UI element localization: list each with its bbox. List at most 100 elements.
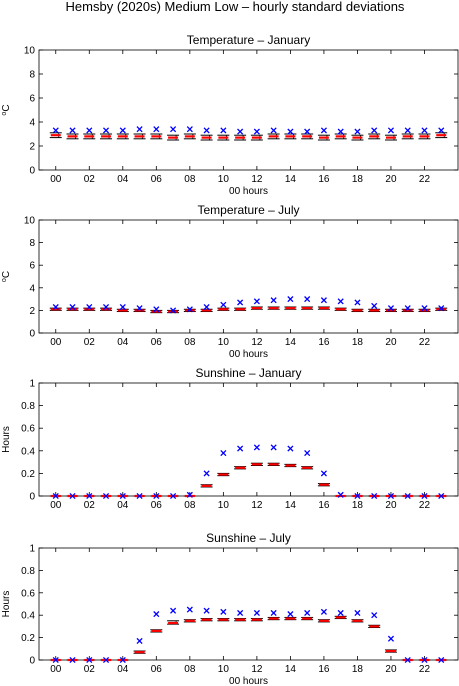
x-tick-label: 08 bbox=[184, 174, 196, 185]
x-tick-label: 02 bbox=[84, 500, 96, 511]
x-tick-label: 06 bbox=[151, 500, 163, 511]
x-marker bbox=[337, 609, 344, 617]
x-marker bbox=[387, 635, 395, 642]
x-marker bbox=[371, 492, 378, 500]
x-marker bbox=[203, 127, 210, 134]
x-tick-label: 10 bbox=[218, 500, 230, 511]
x-marker bbox=[253, 609, 260, 617]
x-marker bbox=[69, 127, 76, 134]
panel-sunshine-july: Sunshine – July 00 hours Hours 0 0.2 0.4 0.… bbox=[1, 531, 459, 686]
x-marker bbox=[119, 656, 126, 664]
x-marker bbox=[102, 656, 110, 664]
y-tick-label: 10 bbox=[24, 46, 36, 57]
x-marker bbox=[119, 492, 126, 500]
x-marker bbox=[186, 606, 193, 613]
panel-sunshine-january: Sunshine – January Hours 00.20.40.60.810… bbox=[1, 366, 459, 511]
y-tick-label: 2 bbox=[29, 306, 35, 317]
x-marker bbox=[337, 491, 344, 498]
x-marker bbox=[253, 128, 260, 135]
x-marker bbox=[52, 303, 59, 311]
x-tick-label: 06 bbox=[151, 174, 163, 185]
y-axis-label-base: C bbox=[1, 271, 12, 278]
x-axis-label: 00 hours bbox=[229, 186, 268, 197]
x-marker bbox=[320, 608, 327, 615]
x-tick-label: 12 bbox=[251, 664, 263, 675]
axes-frame bbox=[38, 382, 459, 497]
x-tick-label: 22 bbox=[419, 174, 431, 185]
x-marker bbox=[170, 126, 177, 133]
x-marker bbox=[421, 127, 428, 134]
x-marker bbox=[404, 656, 411, 664]
x-marker bbox=[186, 126, 193, 133]
x-marker bbox=[153, 306, 160, 313]
y-axis-label-base: C bbox=[1, 104, 12, 111]
x-tick-label: 14 bbox=[285, 337, 297, 348]
x-marker bbox=[203, 303, 210, 311]
y-axis-label-base: Hours bbox=[1, 426, 12, 453]
x-tick-label: 18 bbox=[352, 174, 364, 185]
x-marker bbox=[320, 297, 327, 304]
panel-title: Sunshine – July bbox=[206, 531, 291, 545]
figure-title: Hemsby (2020s) Medium Low – hourly stand… bbox=[66, 0, 405, 14]
y-tick-label: 0 bbox=[29, 492, 35, 503]
x-tick-label: 10 bbox=[218, 664, 230, 675]
y-axis-label: Hours bbox=[1, 426, 12, 453]
x-tick-label: 06 bbox=[151, 337, 163, 348]
x-axis-label: 00 hours bbox=[229, 676, 268, 686]
x-marker bbox=[387, 492, 395, 500]
x-marker bbox=[86, 492, 93, 500]
x-tick-label: 16 bbox=[318, 500, 330, 511]
x-marker bbox=[86, 127, 93, 134]
x-tick-label: 14 bbox=[285, 664, 297, 675]
axes-frame bbox=[38, 547, 459, 661]
y-tick-label: 8 bbox=[29, 70, 35, 81]
y-tick-label: 4 bbox=[29, 283, 35, 294]
x-tick-label: 16 bbox=[318, 664, 330, 675]
y-axis-label-sup: o bbox=[1, 278, 8, 282]
x-marker bbox=[170, 607, 177, 614]
x-marker bbox=[404, 305, 411, 312]
x-marker bbox=[354, 128, 361, 135]
y-tick-label: 0 bbox=[29, 656, 35, 667]
y-tick-label: 10 bbox=[24, 216, 36, 227]
x-tick-label: 08 bbox=[184, 664, 196, 675]
x-marker bbox=[304, 128, 311, 135]
x-marker bbox=[52, 127, 59, 134]
x-tick-label: 16 bbox=[318, 337, 330, 348]
x-marker bbox=[203, 607, 210, 614]
y-tick-label: 0.8 bbox=[21, 566, 35, 577]
x-marker bbox=[52, 656, 59, 664]
x-tick-label: 04 bbox=[117, 664, 129, 675]
x-marker bbox=[354, 492, 361, 500]
axes-frame bbox=[38, 219, 459, 334]
x-marker bbox=[153, 492, 160, 500]
panel-title: Temperature – January bbox=[187, 33, 310, 47]
x-marker bbox=[404, 127, 411, 134]
y-tick-label: 2 bbox=[29, 142, 35, 153]
x-tick-label: 18 bbox=[352, 500, 364, 511]
x-marker bbox=[253, 298, 260, 305]
x-marker bbox=[102, 492, 110, 500]
x-marker bbox=[304, 296, 311, 303]
x-marker bbox=[119, 303, 126, 311]
panel-title: Sunshine – January bbox=[195, 366, 301, 380]
y-tick-label: 0.2 bbox=[21, 469, 35, 480]
x-tick-label: 22 bbox=[419, 500, 431, 511]
y-tick-label: 1 bbox=[29, 379, 35, 390]
x-marker bbox=[371, 127, 378, 134]
x-tick-label: 18 bbox=[352, 664, 364, 675]
x-marker bbox=[287, 445, 294, 452]
x-tick-label: 20 bbox=[385, 664, 397, 675]
x-tick-label: 14 bbox=[285, 174, 297, 185]
x-tick-label: 22 bbox=[419, 337, 431, 348]
x-marker bbox=[421, 656, 428, 664]
y-axis-label: Hours bbox=[1, 591, 12, 618]
x-marker bbox=[320, 127, 327, 134]
axes-frame bbox=[38, 49, 459, 171]
x-marker bbox=[136, 637, 143, 645]
panel-temperature-july: Temperature – July 00 hours oC 024681000… bbox=[1, 203, 459, 360]
y-axis-label: oC bbox=[1, 104, 13, 115]
x-tick-label: 18 bbox=[352, 337, 364, 348]
x-marker bbox=[136, 305, 143, 312]
x-marker bbox=[237, 609, 244, 617]
